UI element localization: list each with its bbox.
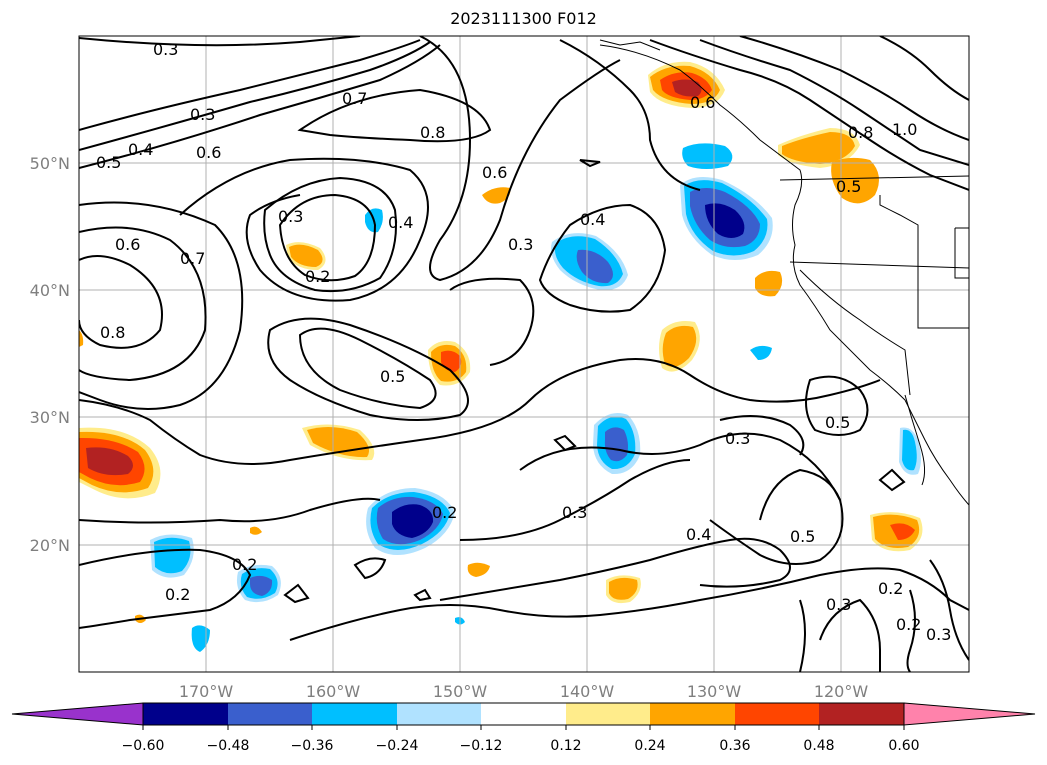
contour-label: 0.8: [100, 323, 125, 342]
colorbar-tick-label: −0.36: [291, 738, 334, 754]
contour-label: 0.2: [896, 615, 921, 634]
contour-label: 0.8: [420, 123, 445, 142]
contour-label: 0.3: [926, 625, 951, 644]
lon-tick-label: 170°W: [179, 682, 234, 701]
contour-label: 0.5: [96, 153, 121, 172]
contour-label: 1.0: [892, 120, 917, 139]
colorbar-segment: [819, 703, 904, 725]
colorbar-tick-label: −0.48: [207, 738, 250, 754]
contour-labels: 0.3 0.3 0.4 0.5 0.6 0.7 0.8 0.6 0.3 0.4 …: [96, 40, 951, 644]
contour-label: 0.3: [562, 503, 587, 522]
colorbar-tick-label: 0.60: [888, 738, 919, 754]
contour-lines: [79, 36, 969, 672]
contour-label: 0.3: [508, 235, 533, 254]
colorbar-segment: [143, 703, 228, 725]
colorbar-segment: [650, 703, 735, 725]
contour-label: 0.6: [196, 143, 221, 162]
contour-label: 0.2: [432, 503, 457, 522]
lon-tick-label: 130°W: [687, 682, 742, 701]
lon-tick-label: 120°W: [814, 682, 869, 701]
longitude-labels: 170°W 160°W 150°W 140°W 130°W 120°W: [179, 682, 869, 701]
contour-label: 0.3: [153, 40, 178, 59]
lon-tick-label: 150°W: [433, 682, 488, 701]
contour-label: 0.2: [232, 555, 257, 574]
colorbar-tick-labels: −0.60 −0.48 −0.36 −0.24 −0.12 0.12 0.24 …: [122, 738, 920, 754]
colorbar-segment: [228, 703, 312, 725]
contour-label: 0.5: [825, 413, 850, 432]
colorbar-segment: [481, 703, 566, 725]
contour-label: 0.5: [836, 177, 861, 196]
colorbar-tick-label: 0.48: [803, 738, 834, 754]
lon-tick-label: 160°W: [306, 682, 361, 701]
colorbar-tick-label: −0.24: [376, 738, 419, 754]
colorbar-tick-label: −0.60: [122, 738, 165, 754]
latitude-labels: 50°N 40°N 30°N 20°N: [30, 154, 70, 555]
contour-label: 0.7: [342, 89, 367, 108]
colorbar-segment: [312, 703, 397, 725]
lat-tick-label: 20°N: [30, 536, 70, 555]
colorbar-tick-label: 0.24: [634, 738, 665, 754]
lat-tick-label: 30°N: [30, 408, 70, 427]
shaded-anomalies: [79, 61, 923, 652]
contour-label: 0.2: [305, 267, 330, 286]
lat-tick-label: 40°N: [30, 281, 70, 300]
lat-tick-label: 50°N: [30, 154, 70, 173]
contour-label: 0.3: [278, 207, 303, 226]
contour-label: 0.8: [848, 123, 873, 142]
contour-label: 0.3: [190, 105, 215, 124]
contour-label: 0.4: [128, 140, 153, 159]
contour-label: 0.7: [180, 249, 205, 268]
coastlines: [599, 39, 969, 506]
contour-label: 0.5: [380, 367, 405, 386]
colorbar-tick-label: 0.12: [550, 738, 581, 754]
contour-label: 0.6: [690, 93, 715, 112]
contour-label: 0.3: [826, 595, 851, 614]
colorbar-tick-label: 0.36: [719, 738, 750, 754]
colorbar: −0.60 −0.48 −0.36 −0.24 −0.12 0.12 0.24 …: [11, 702, 1036, 754]
colorbar-tick-label: −0.12: [460, 738, 503, 754]
contour-label: 0.4: [580, 210, 605, 229]
contour-label: 0.4: [686, 525, 711, 544]
colorbar-segment: [566, 703, 650, 725]
contour-label: 0.2: [878, 579, 903, 598]
contour-label: 0.3: [725, 429, 750, 448]
contour-label: 0.4: [388, 213, 413, 232]
colorbar-extend-left: [11, 702, 144, 726]
contour-label: 0.2: [165, 585, 190, 604]
colorbar-ticks: [142, 725, 905, 730]
map-title: 2023111300 F012: [450, 9, 597, 28]
map-frame: [78, 35, 970, 673]
colorbar-extend-right: [903, 702, 1036, 726]
contour-label: 0.5: [790, 527, 815, 546]
colorbar-segment: [735, 703, 819, 725]
contour-label: 0.6: [115, 235, 140, 254]
contour-label: 0.6: [482, 163, 507, 182]
colorbar-segment: [397, 703, 481, 725]
lon-tick-label: 140°W: [560, 682, 615, 701]
